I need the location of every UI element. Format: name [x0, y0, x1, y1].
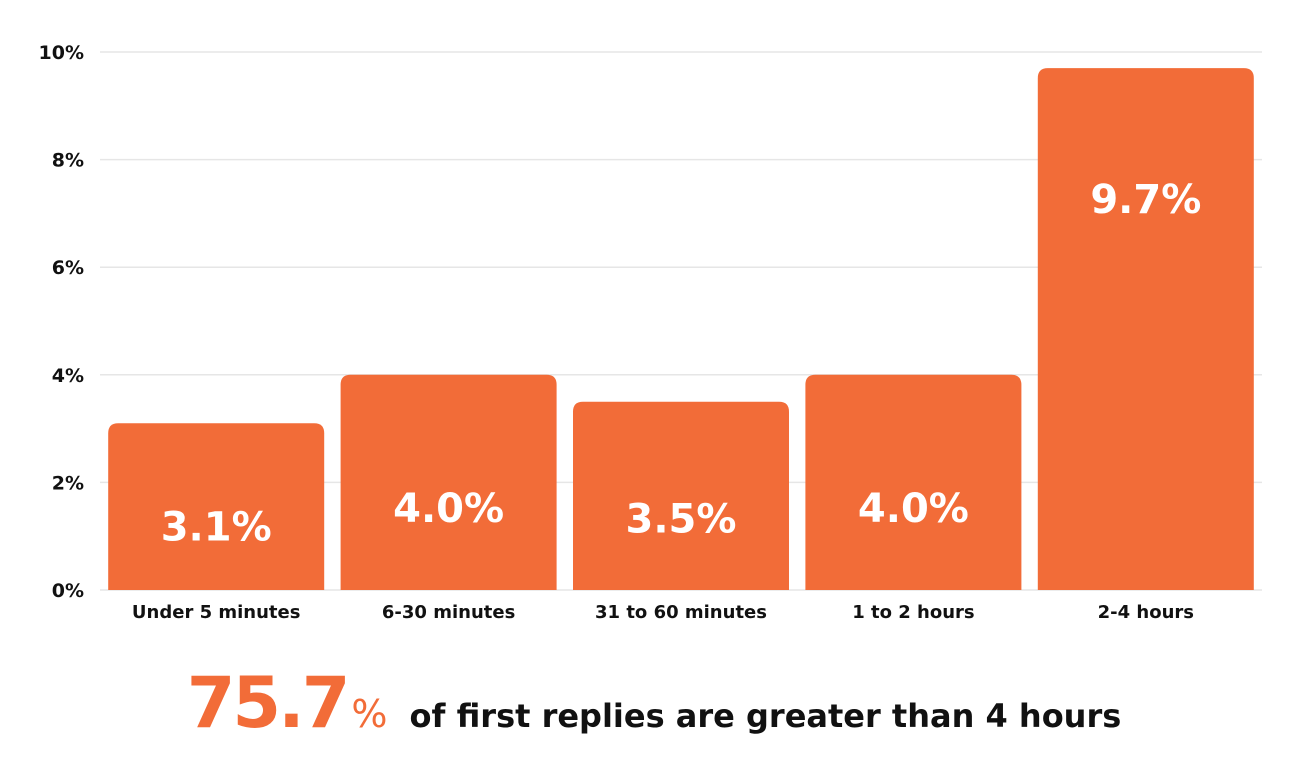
summary-percent-sign: % [351, 692, 388, 736]
y-tick-label: 0% [52, 580, 84, 602]
bar [108, 423, 325, 590]
bar-data-label: 3.5% [626, 496, 737, 542]
bar-data-label: 4.0% [858, 486, 969, 532]
y-axis: 0% 2% 4% 6% 8% 10% [39, 42, 84, 602]
summary-text: of first replies are greater than 4 hour… [409, 697, 1122, 735]
summary-callout: 75.7 % of first replies are greater than… [0, 662, 1308, 752]
x-axis: Under 5 minutes 6-30 minutes 31 to 60 minu… [132, 602, 1194, 623]
x-category-label: 6-30 minutes [382, 602, 515, 623]
y-tick-label: 2% [52, 472, 84, 494]
data-labels: 3.1% 4.0% 3.5% 4.0% 9.7% [161, 177, 1202, 550]
bar [340, 374, 557, 590]
y-tick-label: 4% [52, 365, 84, 387]
y-tick-label: 10% [39, 42, 84, 64]
x-category-label: 31 to 60 minutes [595, 602, 767, 623]
x-category-label: 1 to 2 hours [852, 602, 974, 623]
y-tick-label: 8% [52, 150, 84, 172]
y-tick-label: 6% [52, 257, 84, 279]
bar-data-label: 3.1% [161, 505, 272, 551]
x-category-label: 2-4 hours [1098, 602, 1194, 623]
bar [573, 401, 789, 590]
bars [108, 68, 1254, 590]
bar-data-label: 4.0% [393, 486, 504, 532]
summary-number: 75.7 [186, 662, 351, 744]
bar-data-label: 9.7% [1090, 177, 1201, 223]
bar [805, 374, 1022, 590]
bar-chart: 3.1% 4.0% 3.5% 4.0% 9.7% 0% 2% 4% 6% 8% 10% Under… [39, 42, 1262, 623]
bar [1037, 68, 1254, 590]
x-category-label: Under 5 minutes [132, 602, 301, 623]
